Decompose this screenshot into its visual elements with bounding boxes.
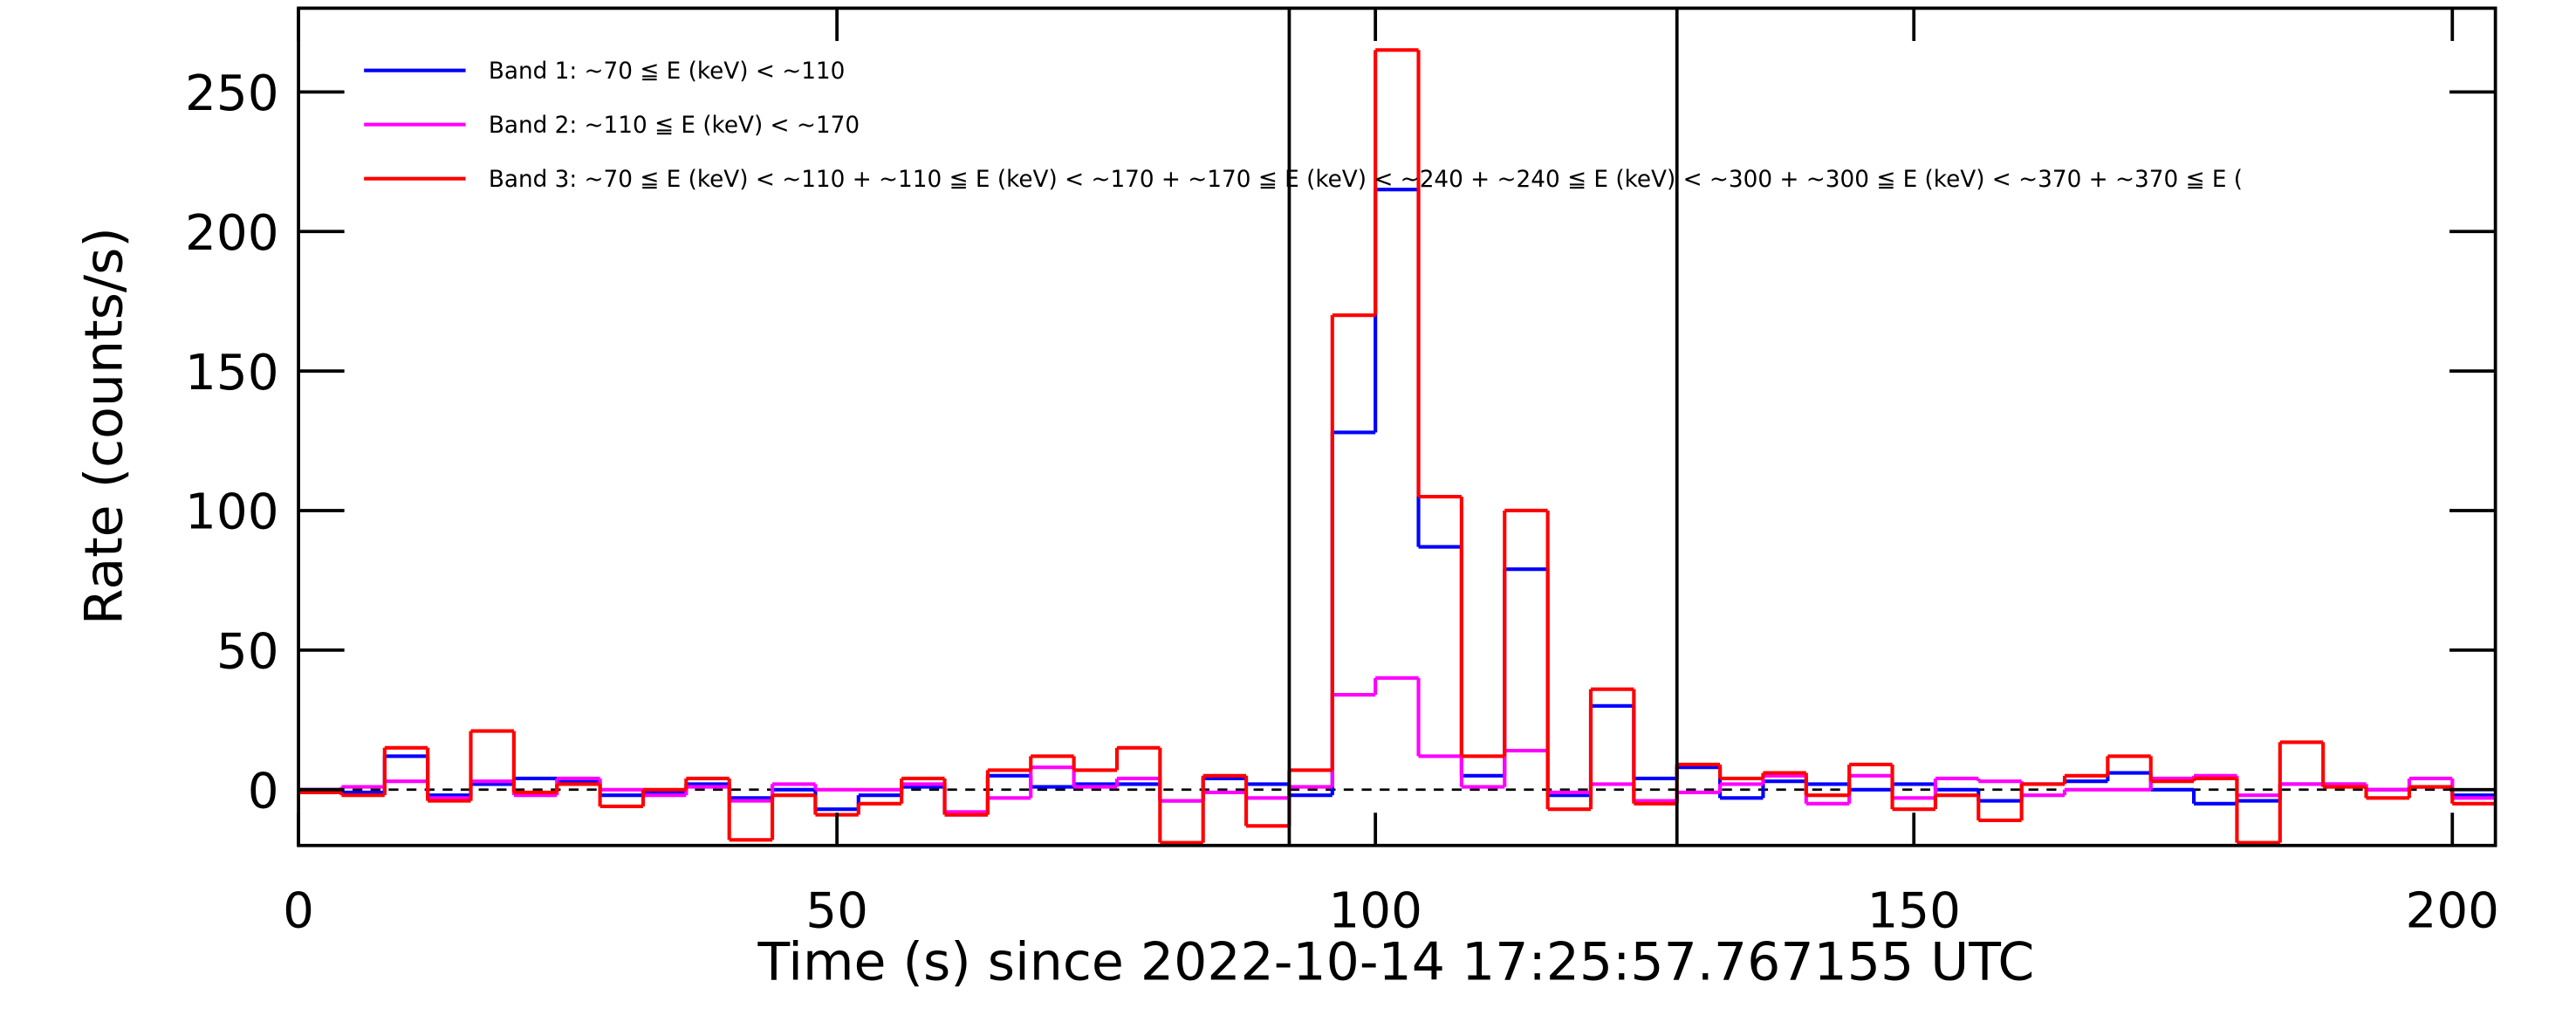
- x-tick-label: 50: [805, 883, 868, 940]
- y-tick-label: 150: [185, 345, 278, 401]
- x-tick-label: 150: [1867, 883, 1960, 940]
- x-tick-label: 200: [2406, 883, 2499, 940]
- plot-frame: [297, 6, 2497, 847]
- y-tick-label: 0: [248, 763, 279, 820]
- y-axis-label: Rate (counts/s): [73, 227, 134, 625]
- y-tick-label: 250: [185, 65, 278, 122]
- y-tick-label: 200: [185, 205, 278, 262]
- x-tick-label: 100: [1328, 883, 1422, 940]
- legend-label: Band 3: ~70 ≦ E (keV) < ~110 + ~110 ≦ E …: [489, 167, 2243, 193]
- y-tick-label: 50: [216, 624, 279, 681]
- legend-label: Band 2: ~110 ≦ E (keV) < ~170: [489, 113, 860, 139]
- y-tick-label: 100: [185, 484, 278, 541]
- legend-label: Band 1: ~70 ≦ E (keV) < ~110: [489, 58, 846, 85]
- x-axis-label: Time (s) since 2022-10-14 17:25:57.76715…: [757, 932, 2034, 993]
- x-tick-label: 0: [283, 883, 314, 940]
